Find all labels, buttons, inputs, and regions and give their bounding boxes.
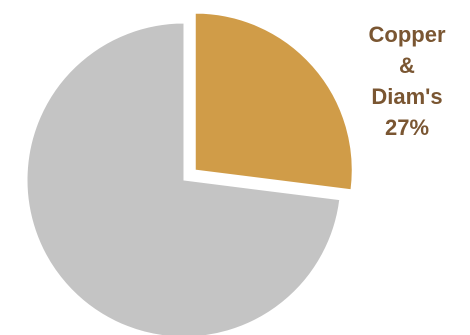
pie-slice-1 bbox=[194, 12, 353, 191]
slice-label-line-1: Copper bbox=[368, 22, 446, 47]
slice-value-label: 27% bbox=[384, 115, 430, 140]
pie-slice-2 bbox=[26, 22, 341, 335]
slice-label-line-2: & bbox=[399, 53, 415, 78]
slice-label-line-3: Diam's bbox=[371, 84, 443, 109]
slice-label-copper-diams: Copper & Diam's 27% bbox=[352, 19, 462, 143]
pie-slices bbox=[26, 12, 353, 335]
